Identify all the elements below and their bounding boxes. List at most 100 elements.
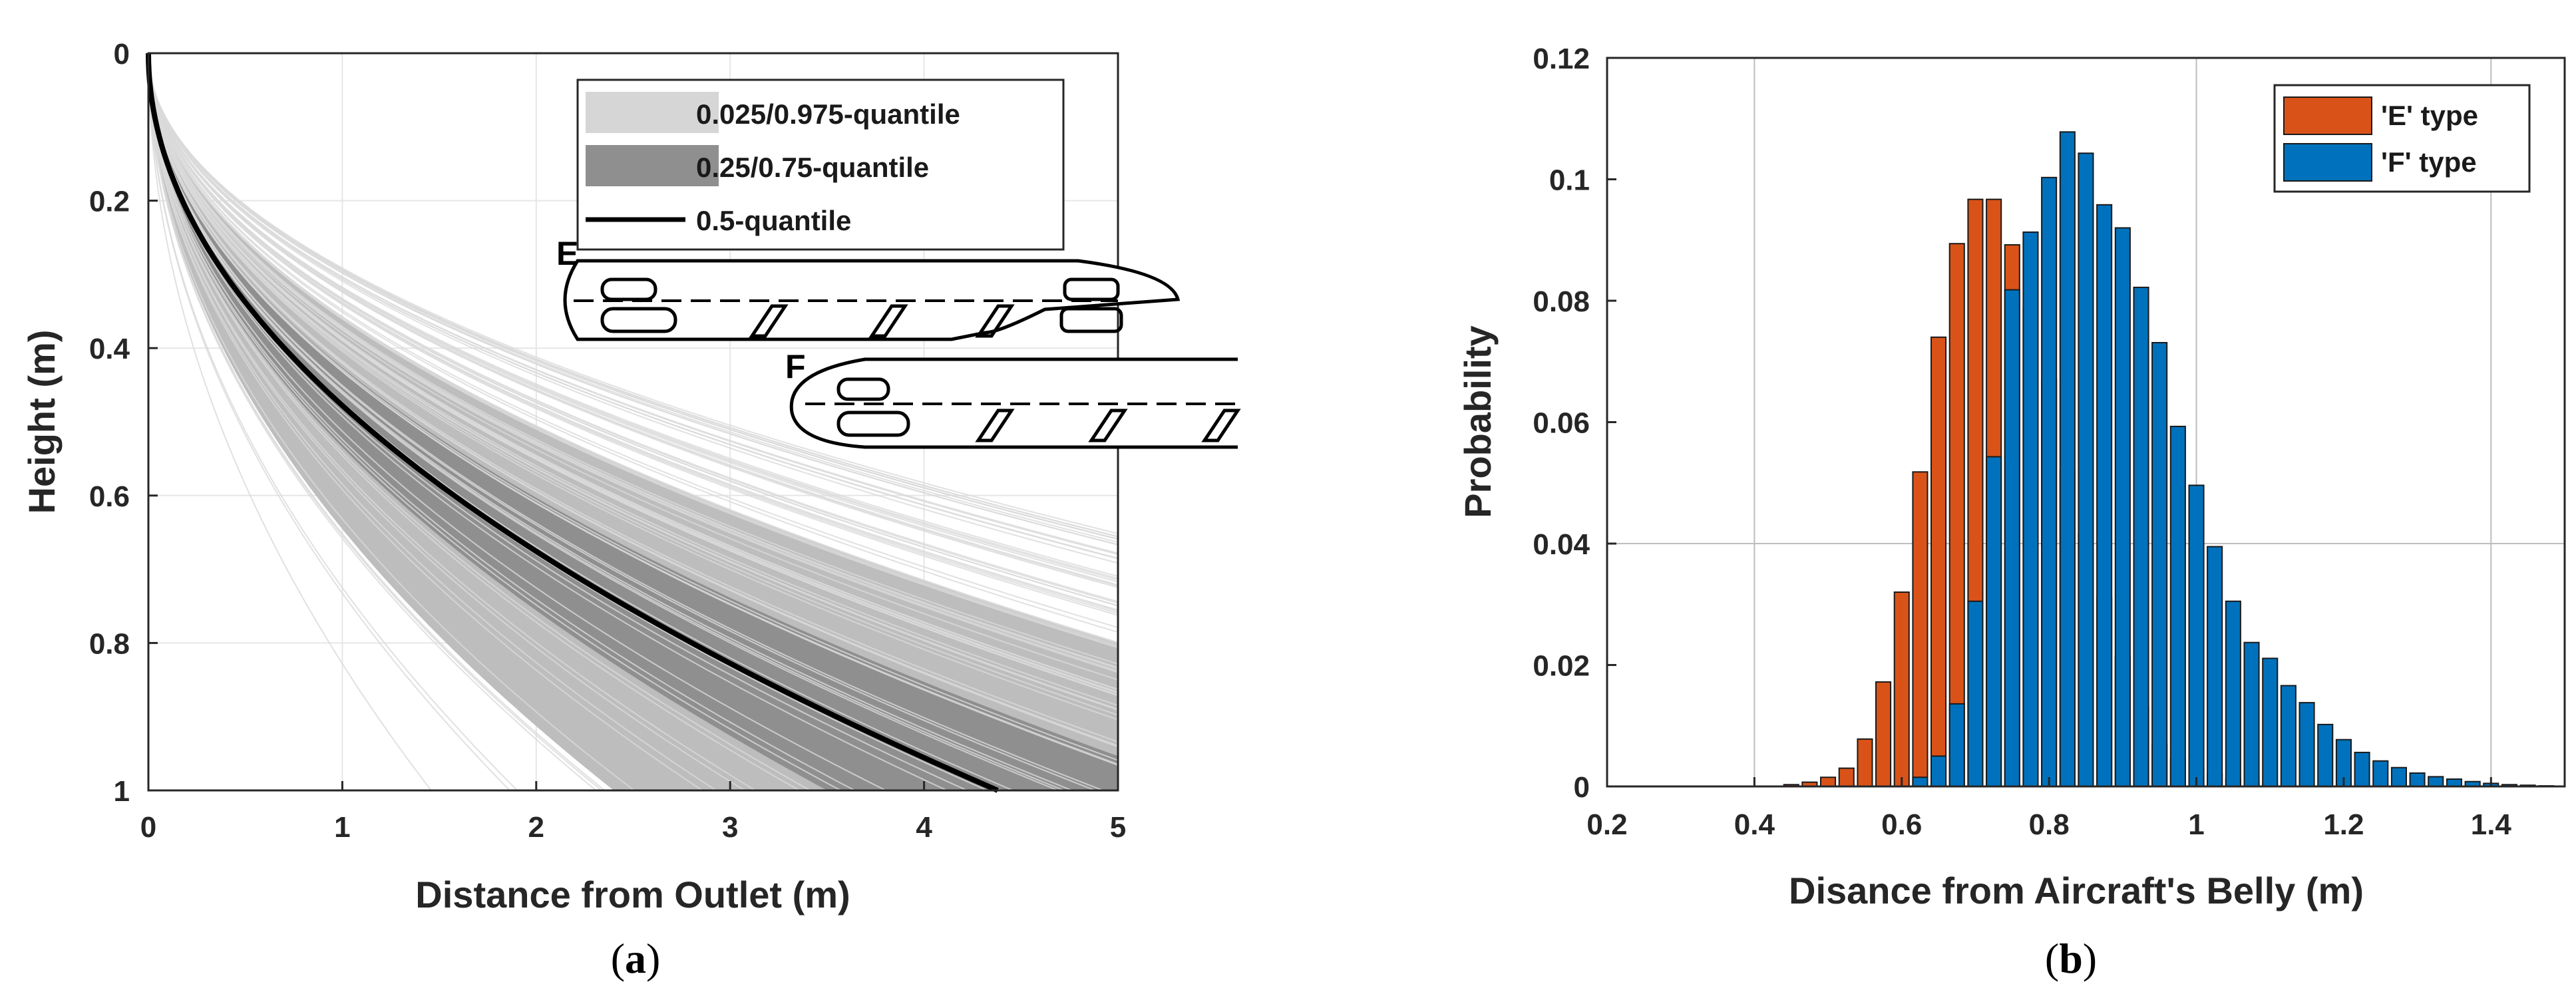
caption-a: (a) [611, 935, 661, 982]
legend-swatch-inner-quantile [586, 145, 719, 186]
y-tick-label: 0.06 [1533, 407, 1590, 440]
bar [2262, 657, 2279, 787]
bar [2041, 176, 2058, 787]
bar [1857, 738, 1873, 788]
legend-swatch-outer-quantile [586, 92, 719, 133]
sample-curve [148, 53, 1118, 721]
x-tick-label: 0 [140, 811, 156, 844]
aircraft-e-hatch-marks [749, 304, 1015, 338]
sample-curve [148, 53, 1118, 540]
legend-label-f-type: 'F' type [2381, 146, 2477, 178]
bar [2151, 342, 2168, 787]
bar [1893, 591, 1910, 787]
bar [2022, 231, 2039, 787]
y-tick-label: 0.2 [89, 186, 130, 218]
sample-curve [148, 53, 1118, 616]
bar [1986, 456, 2002, 787]
bar [2299, 702, 2315, 787]
chart-b: 0.2 0.4 0.6 0.8 1 1.2 1.4 0 0.02 0.04 0.06 0.08 0.1… [1457, 43, 2566, 912]
bar [2114, 227, 2131, 787]
bar [2409, 772, 2426, 788]
sample-curve [148, 53, 800, 790]
sample-curve [148, 53, 745, 790]
bar [1912, 776, 1929, 788]
y-tick-label: 0.1 [1549, 164, 1590, 197]
bar [1875, 681, 1892, 787]
sample-curve [148, 53, 606, 790]
chart-a-median-line [146, 53, 999, 793]
bar [2354, 751, 2370, 788]
legend-label-median: 0.5-quantile [696, 205, 851, 236]
sample-curve [148, 53, 1118, 554]
bar [2317, 723, 2334, 788]
x-tick-label: 2 [528, 811, 544, 844]
sample-curve [148, 53, 1118, 629]
sample-curve [148, 53, 1118, 696]
y-tick-label: 1 [114, 775, 130, 808]
bar [2096, 204, 2113, 787]
bar [2390, 766, 2407, 787]
x-tick-label: 3 [722, 811, 738, 844]
series-f-type [1912, 131, 2555, 788]
legend-label-outer-quantile: 0.025/0.975-quantile [696, 98, 960, 130]
sample-curve [148, 53, 1118, 681]
bar [2225, 600, 2241, 787]
bar [1931, 755, 1947, 788]
sample-curve [148, 53, 510, 790]
legend-swatch-f-type [2283, 143, 2372, 182]
x-tick-label: 1.2 [2323, 808, 2364, 841]
y-tick-label: 0.6 [89, 480, 130, 513]
bar [1931, 336, 1947, 788]
chart-a-y-ticks: 0 0.2 0.4 0.6 0.8 1 [89, 38, 158, 808]
y-tick-label: 0.12 [1533, 43, 1590, 75]
sample-curve [148, 53, 1118, 581]
y-tick-label: 0.8 [89, 627, 130, 660]
sample-curve [148, 53, 886, 790]
bar [2446, 778, 2462, 787]
bar [2004, 289, 2020, 788]
x-tick-label: 4 [916, 811, 932, 844]
aircraft-e-front-gear [600, 277, 657, 301]
bar [2059, 131, 2076, 788]
aircraft-e-label: E [556, 235, 578, 272]
chart-a-legend: 0.025/0.975-quantile 0.25/0.75-quantile … [576, 79, 1065, 251]
aircraft-f-front-gear-2 [836, 411, 910, 437]
x-tick-label: 0.4 [1734, 808, 1775, 841]
sample-curve [148, 53, 1118, 603]
inner-quantile-band [148, 53, 1118, 790]
x-tick-label: 1 [334, 811, 350, 844]
sample-curve [148, 53, 1118, 710]
sample-curve [148, 53, 717, 790]
bar [2169, 425, 2186, 787]
chart-a-sample-curves [148, 53, 1118, 790]
y-tick-label: 0 [1574, 771, 1590, 804]
chart-b-legend: 'E' type 'F' type [2273, 84, 2531, 193]
chart-a-x-axis-label: Distance from Outlet (m) [415, 874, 850, 916]
bar [2188, 484, 2205, 788]
aircraft-f-front-gear [836, 377, 890, 401]
bar [1820, 776, 1837, 788]
sample-curve [148, 53, 1118, 743]
bar [2428, 776, 2444, 788]
chart-a-x-ticks: 0 1 2 3 4 5 [140, 781, 1126, 844]
sample-curve [148, 53, 1118, 564]
aircraft-e-rear-gear [1063, 277, 1120, 301]
sample-curve [148, 53, 635, 790]
x-tick-label: 0.2 [1586, 808, 1627, 841]
y-tick-label: 0 [114, 38, 130, 71]
x-tick-label: 1.4 [2471, 808, 2512, 841]
caption-b: (b) [2045, 935, 2097, 982]
aircraft-e-schematic: E [556, 235, 1181, 341]
aircraft-e-front-gear-2 [600, 307, 677, 333]
chart-b-y-ticks: 0 0.02 0.04 0.06 0.08 0.1 0.12 [1533, 43, 1616, 804]
y-tick-label: 0.08 [1533, 285, 1590, 318]
sample-curve [148, 53, 432, 790]
chart-b-y-axis-label: Probability [1457, 325, 1499, 518]
bar [1948, 703, 1965, 788]
y-tick-label: 0.4 [89, 333, 130, 365]
sample-curve [148, 53, 1118, 646]
sample-curve [148, 53, 1118, 766]
y-tick-label: 0.04 [1533, 528, 1590, 561]
